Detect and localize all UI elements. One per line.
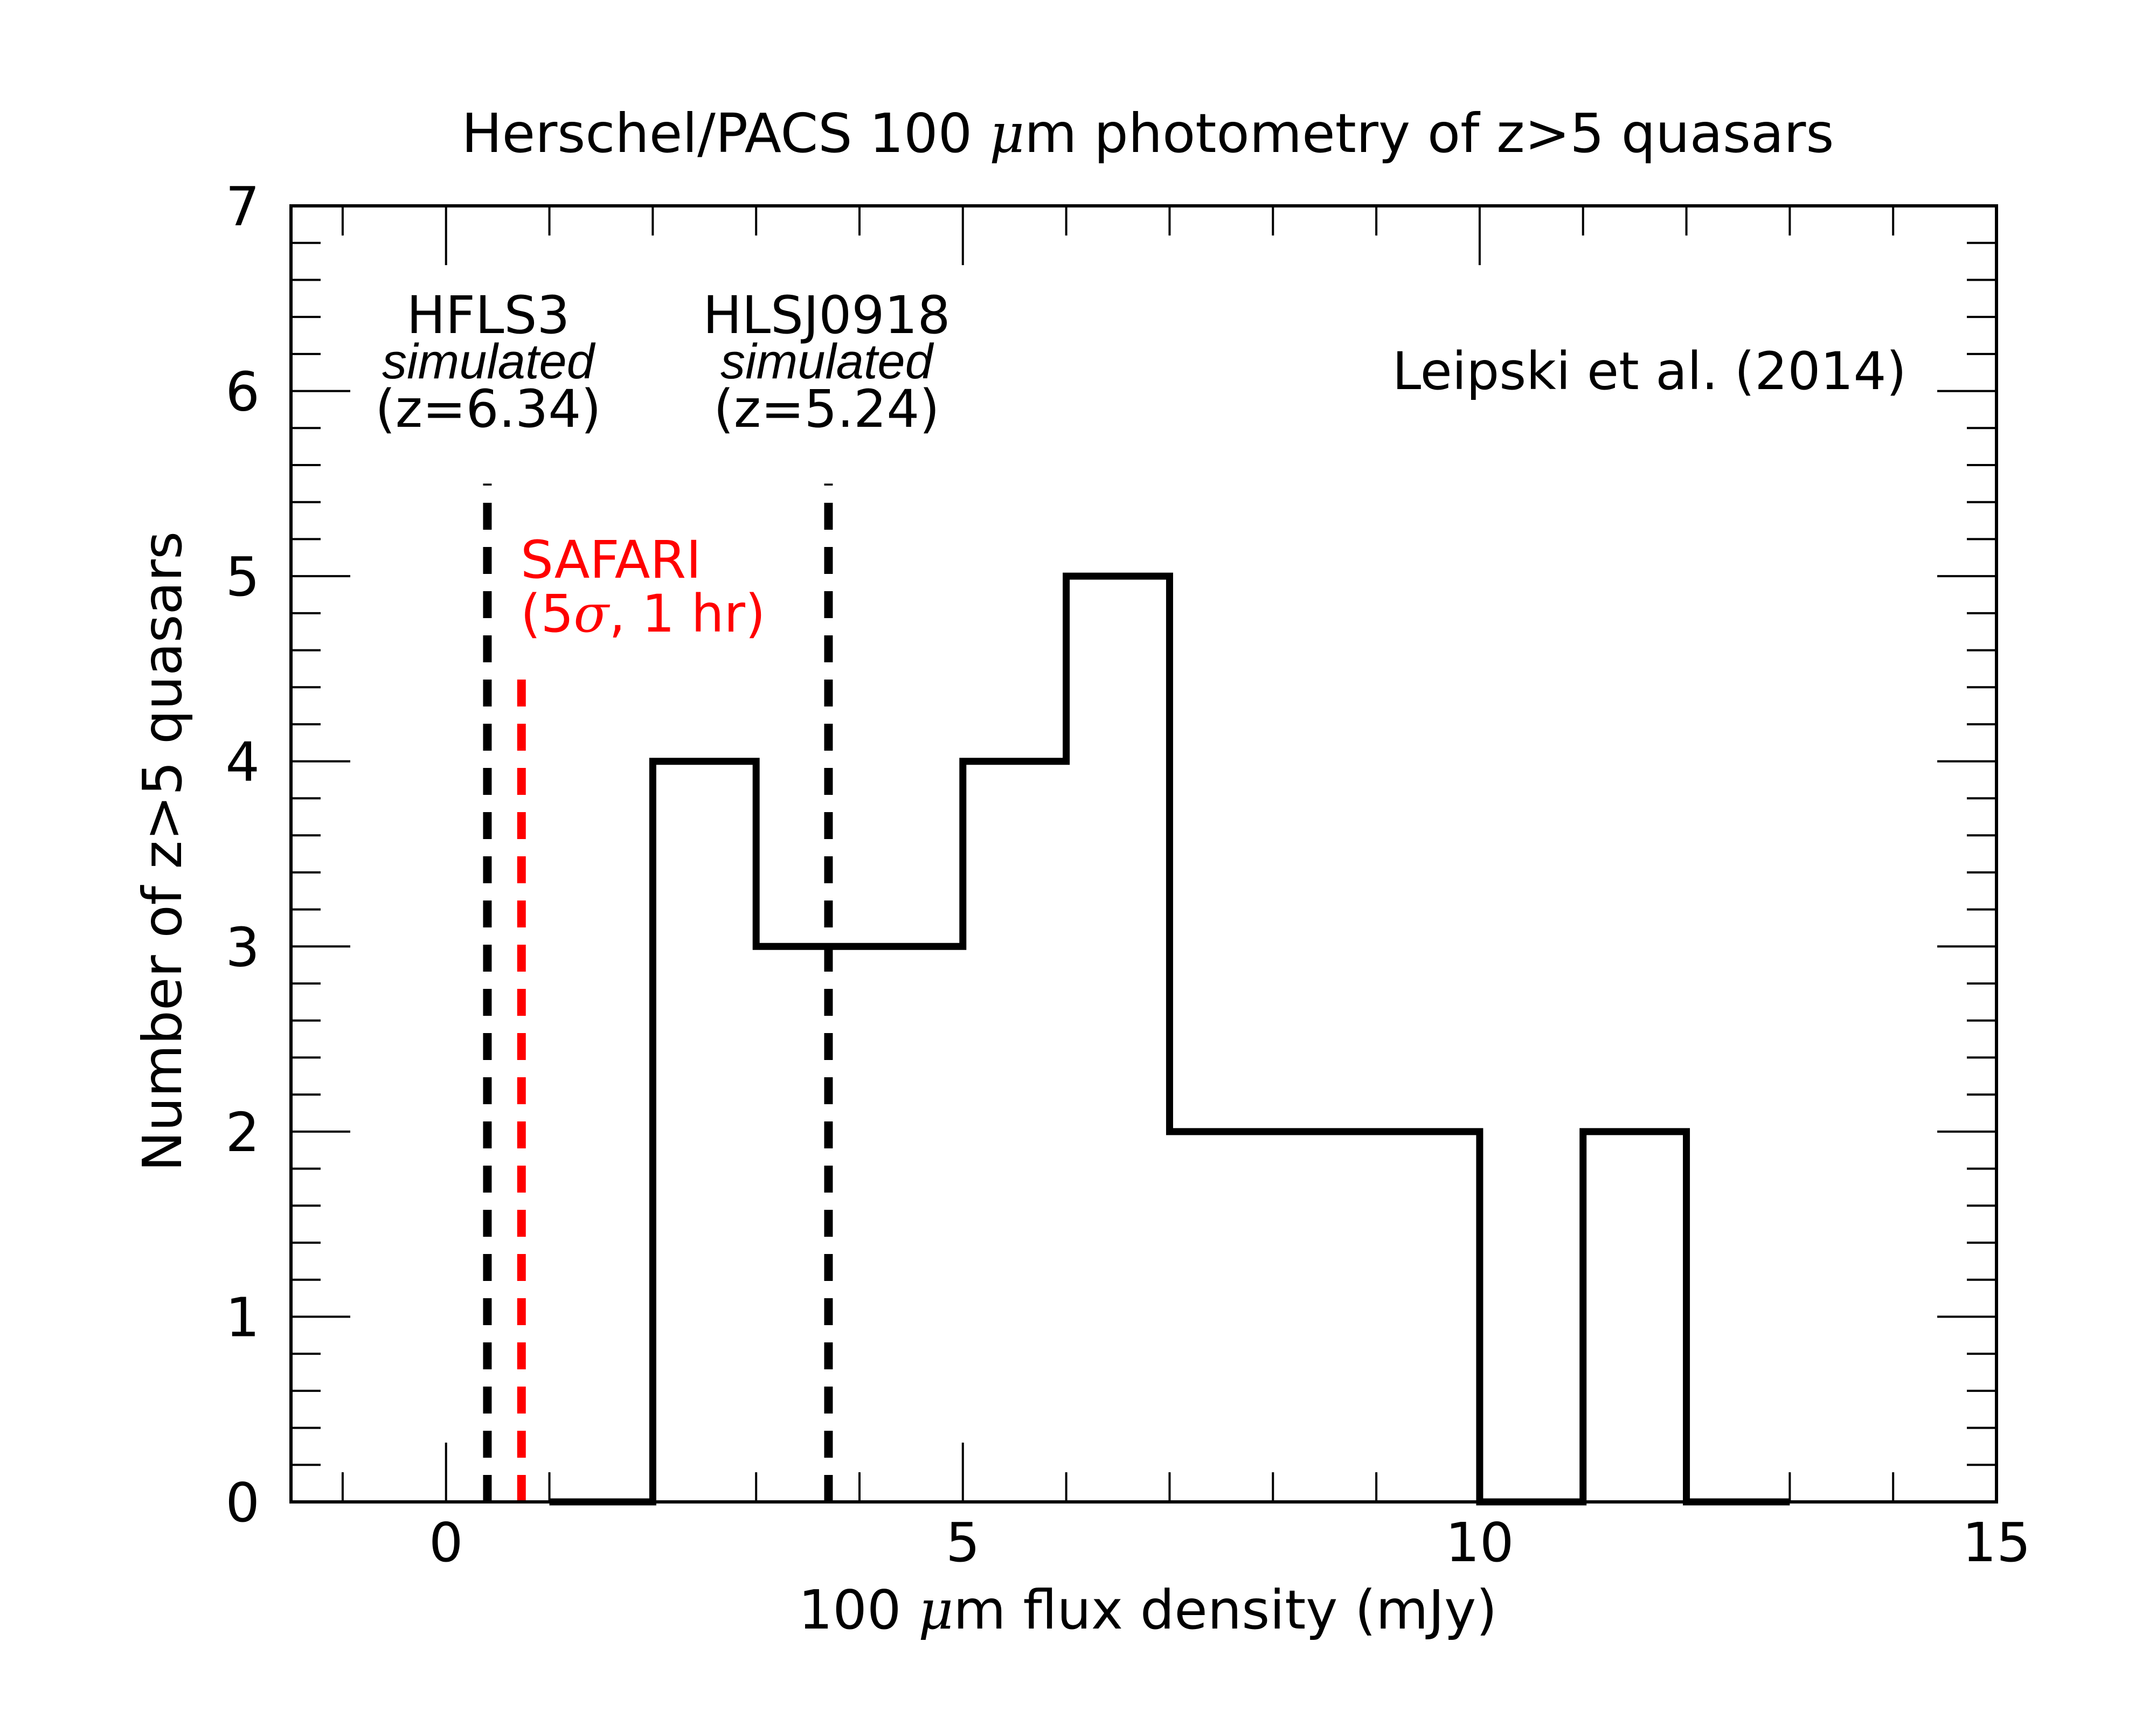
hlsj0918-annotation: HLSJ0918 simulated (z=5.24) <box>703 285 950 439</box>
safari-annotation: SAFARI (5σ, 1 hr) <box>521 530 765 644</box>
chart-title: Herschel/PACS 100 μm photometry of z>5 q… <box>461 102 1834 165</box>
safari-sensitivity-label: (5σ, 1 hr) <box>521 584 765 644</box>
hfls3-label: HFLS3 <box>407 285 570 345</box>
reference-label: Leipski et al. (2014) <box>1392 341 1907 401</box>
safari-label: SAFARI <box>521 530 701 590</box>
reference-lines <box>483 483 833 1502</box>
histogram-bar <box>756 946 859 1502</box>
histogram-bar <box>1583 1132 1687 1502</box>
hfls3-redshift-label: (z=6.34) <box>375 379 601 439</box>
x-tick-label: 0 <box>429 1511 463 1574</box>
histogram-bar <box>1169 1132 1273 1502</box>
x-axis-label: 100 μm flux density (mJy) <box>799 1578 1498 1641</box>
y-tick-label: 7 <box>225 175 260 238</box>
histogram-bar <box>859 946 963 1502</box>
x-tick-label: 10 <box>1445 1511 1514 1574</box>
hlsj0918-label: HLSJ0918 <box>703 285 950 345</box>
x-tick-label: 5 <box>946 1511 980 1574</box>
hfls3-simulated-label: simulated <box>382 334 596 389</box>
histogram-bar <box>1066 576 1170 1502</box>
y-tick-label: 1 <box>225 1286 260 1349</box>
y-tick-label: 6 <box>225 361 260 424</box>
histogram-bar <box>1376 1132 1480 1502</box>
y-axis-label: Number of z>5 quasars <box>131 531 194 1172</box>
histogram-bar <box>963 761 1066 1502</box>
y-tick-label: 4 <box>225 731 260 794</box>
y-tick-label: 3 <box>225 916 260 979</box>
plot-frame <box>289 204 1998 1504</box>
histogram-bar <box>653 761 756 1502</box>
histogram-outline <box>549 572 1790 1506</box>
y-tick-label: 5 <box>225 545 260 608</box>
tick-labels: 0 5 10 15 0 1 2 3 4 5 6 7 <box>225 175 2030 1574</box>
y-tick-label: 0 <box>225 1471 260 1534</box>
histogram-bar <box>1273 1132 1376 1502</box>
hlsj0918-redshift-label: (z=5.24) <box>713 379 939 439</box>
hfls3-annotation: HFLS3 simulated (z=6.34) <box>375 285 601 439</box>
hlsj0918-simulated-label: simulated <box>720 334 934 389</box>
x-tick-label: 15 <box>1962 1511 2030 1574</box>
y-tick-label: 2 <box>225 1101 260 1164</box>
